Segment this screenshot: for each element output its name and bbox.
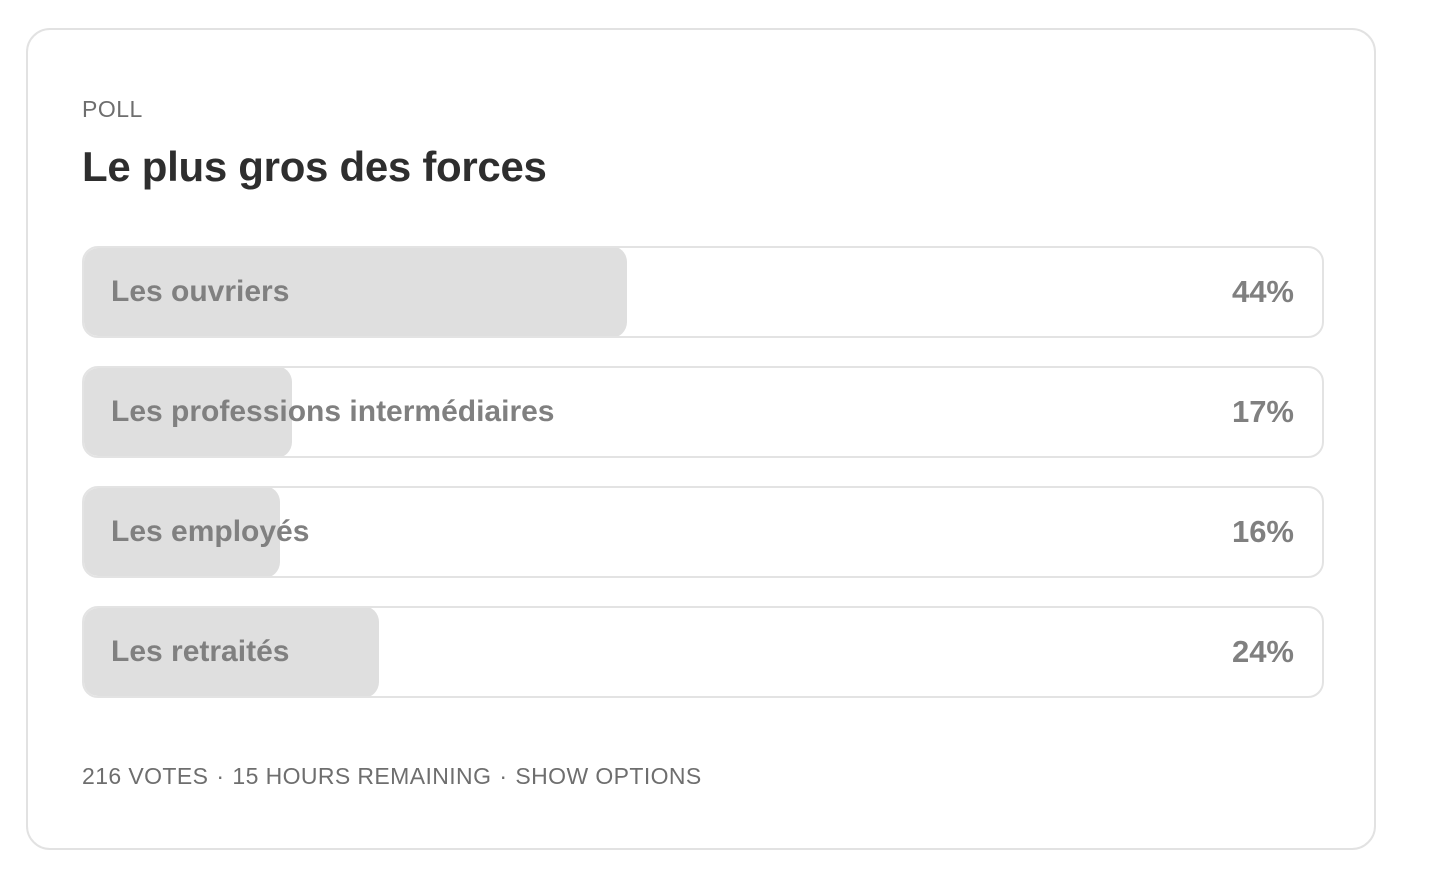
poll-option-result-bar bbox=[84, 248, 627, 336]
vote-count: 216 VOTES bbox=[82, 763, 209, 789]
poll-option-result-bar bbox=[84, 368, 293, 456]
poll-option-result-bar bbox=[84, 488, 281, 576]
poll-footer: 216 VOTES · 15 HOURS REMAINING · SHOW OPTION… bbox=[82, 762, 702, 790]
poll-option-label: Les retraités bbox=[111, 635, 290, 668]
poll-label: POLL bbox=[82, 96, 143, 122]
poll-option-label: Les professions intermédiaires bbox=[111, 395, 555, 428]
poll-option-les-professions-intermediaires[interactable]: Les professions intermédiaires 17% bbox=[82, 366, 1324, 458]
poll-option-percent: 17% bbox=[1231, 394, 1294, 429]
poll-options: Les ouvriers 44% Les professions intermé… bbox=[82, 246, 1324, 726]
poll-option-les-employes[interactable]: Les employés 16% bbox=[82, 486, 1324, 578]
show-options-link[interactable]: SHOW OPTIONS bbox=[515, 763, 702, 789]
footer-separator: · bbox=[216, 763, 225, 789]
poll-option-label: Les ouvriers bbox=[111, 275, 290, 308]
poll-card: POLL Le plus gros des forces Les ouvrier… bbox=[26, 28, 1376, 850]
poll-option-percent: 24% bbox=[1231, 634, 1294, 669]
footer-separator: · bbox=[499, 763, 508, 789]
poll-option-percent: 44% bbox=[1231, 274, 1294, 309]
poll-option-result-bar bbox=[84, 608, 380, 696]
poll-option-percent: 16% bbox=[1231, 514, 1294, 549]
time-remaining: 15 HOURS REMAINING bbox=[232, 763, 492, 789]
poll-option-les-retraites[interactable]: Les retraités 24% bbox=[82, 606, 1324, 698]
poll-option-label: Les employés bbox=[111, 515, 310, 548]
poll-option-les-ouvriers[interactable]: Les ouvriers 44% bbox=[82, 246, 1324, 338]
poll-title: Le plus gros des forces bbox=[82, 143, 547, 190]
